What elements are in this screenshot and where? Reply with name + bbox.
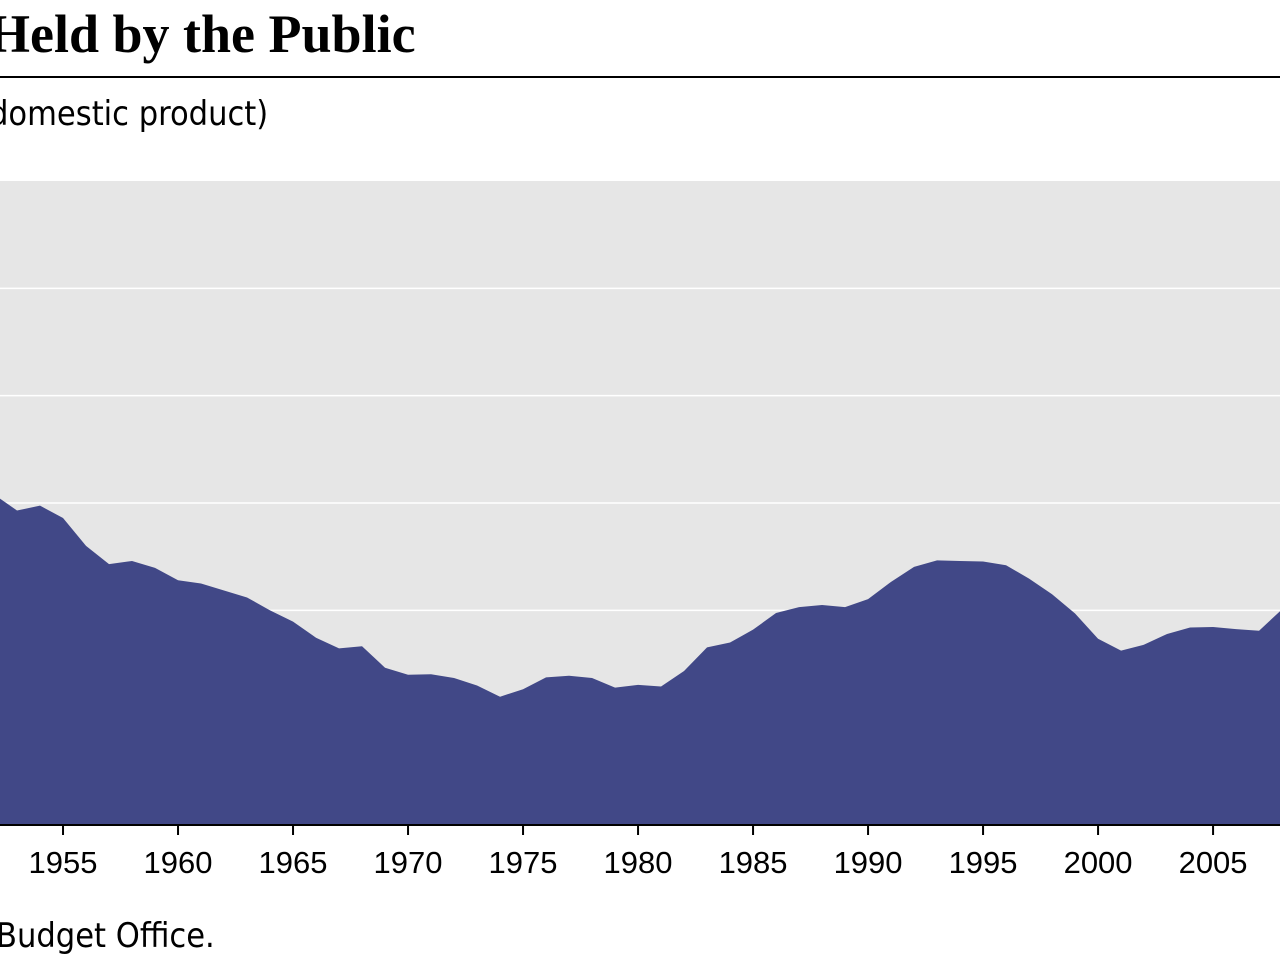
chart-subtitle: domestic product) bbox=[0, 94, 268, 134]
x-tick-label: 2000 bbox=[1064, 845, 1133, 880]
x-tick-label: 1985 bbox=[719, 845, 788, 880]
x-tick-label: 1995 bbox=[949, 845, 1018, 880]
area bbox=[0, 498, 1280, 825]
chart-title: Held by the Public bbox=[0, 4, 416, 64]
x-tick-label: 1965 bbox=[259, 845, 328, 880]
x-tick-label: 1960 bbox=[144, 845, 213, 880]
x-tick-label: 1975 bbox=[489, 845, 558, 880]
x-tick-label: 1980 bbox=[604, 845, 673, 880]
source-note: Budget Office. bbox=[0, 916, 215, 956]
x-tick-label: 2005 bbox=[1179, 845, 1248, 880]
x-tick-label: 1970 bbox=[374, 845, 443, 880]
x-tick-label: 1955 bbox=[29, 845, 98, 880]
x-tick-label: 1990 bbox=[834, 845, 903, 880]
